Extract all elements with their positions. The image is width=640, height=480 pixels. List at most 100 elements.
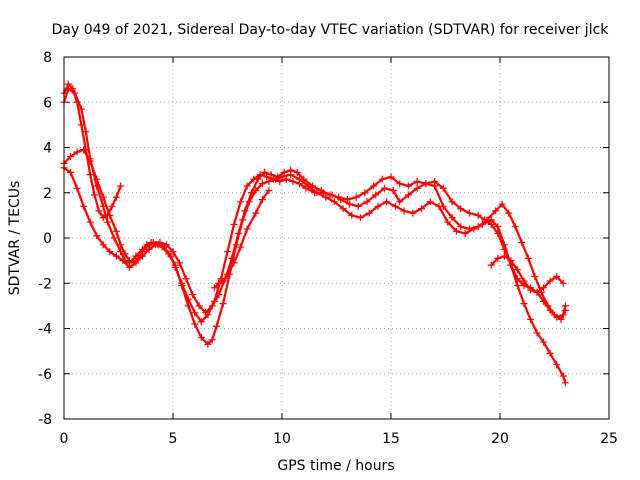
data-point [237, 198, 245, 206]
y-tick-label: 6 [43, 95, 52, 111]
data-point [387, 173, 395, 181]
data-point [326, 191, 334, 199]
data-point [507, 257, 515, 265]
data-point [494, 223, 502, 231]
data-point [448, 198, 456, 206]
series-track-c [60, 146, 569, 321]
data-point [513, 266, 521, 274]
data-point [418, 205, 426, 213]
data-point [82, 146, 90, 154]
data-point [117, 182, 125, 190]
data-point [322, 193, 330, 201]
data-point [370, 182, 378, 190]
data-point [500, 252, 508, 260]
data-point [93, 232, 101, 240]
data-point [117, 241, 125, 249]
plot-area [60, 80, 569, 387]
data-point [261, 168, 269, 176]
data-point [104, 211, 112, 219]
data-point [280, 168, 288, 176]
data-point [149, 239, 157, 247]
data-point [73, 98, 81, 106]
data-point [383, 198, 391, 206]
data-point [99, 241, 107, 249]
data-point [354, 202, 362, 210]
data-point [106, 248, 114, 256]
data-point [197, 318, 205, 326]
data-point [191, 309, 199, 317]
data-point [287, 166, 295, 174]
data-point [165, 250, 173, 258]
data-point [184, 302, 192, 310]
data-point [189, 291, 197, 299]
series-line [62, 87, 567, 323]
data-point [465, 209, 473, 217]
series-line [63, 82, 122, 219]
data-point [130, 259, 138, 267]
y-tick-label: 8 [43, 50, 52, 66]
data-point [191, 320, 199, 328]
chart-title: Day 049 of 2021, Sidereal Day-to-day VTE… [52, 22, 610, 38]
data-point [195, 302, 203, 310]
data-point [540, 338, 548, 346]
data-point [265, 186, 273, 194]
data-point [119, 257, 127, 265]
data-point [372, 191, 380, 199]
y-tick-label: -8 [38, 412, 52, 428]
data-point [143, 243, 151, 251]
data-point [520, 277, 528, 285]
data-point [391, 202, 399, 210]
data-point [237, 243, 245, 251]
data-point [524, 254, 532, 262]
data-point [481, 216, 489, 224]
data-point [361, 189, 369, 197]
data-point [540, 284, 548, 292]
data-point [546, 306, 554, 314]
data-point [178, 282, 186, 290]
data-point [171, 261, 179, 269]
data-point [309, 182, 317, 190]
data-point [444, 218, 452, 226]
series-line [490, 255, 564, 294]
data-point [95, 207, 103, 215]
data-point [452, 227, 460, 235]
data-point [461, 229, 469, 237]
data-point [378, 175, 386, 183]
data-point [365, 209, 373, 217]
series-line [63, 166, 567, 384]
data-point [363, 198, 371, 206]
data-point [289, 177, 297, 185]
data-point [500, 245, 508, 253]
data-point [112, 252, 120, 260]
data-point [213, 322, 221, 330]
data-point [527, 286, 535, 294]
data-point [86, 171, 94, 179]
data-point [409, 209, 417, 217]
data-point [67, 153, 75, 161]
y-tick-label: 4 [43, 141, 52, 157]
data-point [169, 248, 177, 256]
data-point [527, 315, 535, 323]
data-point [91, 191, 99, 199]
data-point [487, 261, 495, 269]
data-point [520, 300, 528, 308]
data-point [110, 234, 118, 242]
data-point [546, 277, 554, 285]
data-point [86, 218, 94, 226]
data-point [346, 200, 354, 208]
x-tick-label: 15 [382, 431, 400, 447]
data-point [224, 248, 231, 256]
data-point [335, 193, 343, 201]
data-point [182, 275, 190, 283]
data-point [553, 313, 561, 321]
data-point [380, 184, 388, 192]
data-point [448, 214, 456, 222]
data-point [435, 202, 443, 210]
data-point [511, 223, 519, 231]
data-point [505, 209, 513, 217]
data-point [80, 202, 88, 210]
data-point [276, 177, 284, 185]
data-point [561, 302, 569, 310]
data-point [513, 275, 521, 283]
series-line [213, 189, 270, 289]
